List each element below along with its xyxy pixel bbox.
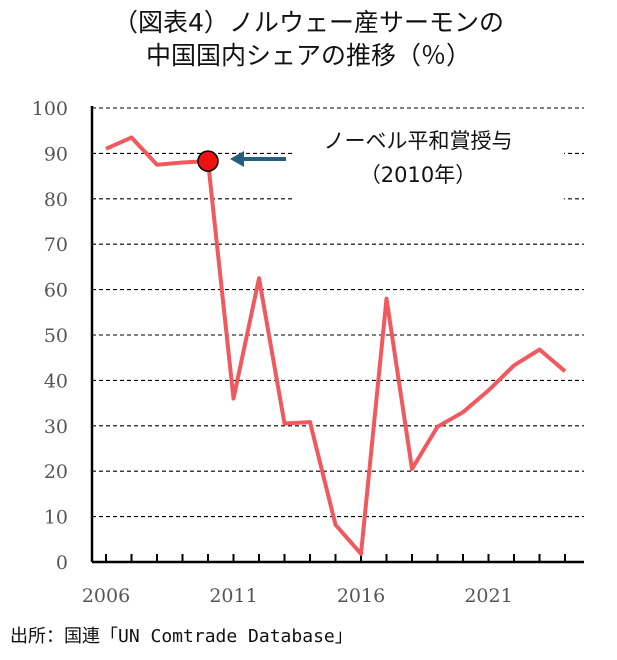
annotation-line-2: （2010年） bbox=[360, 163, 476, 187]
y-axis-tick-labels: 0 10 20 30 40 50 60 70 80 90 100 bbox=[32, 98, 68, 574]
chart-title-line-2: 中国国内シェアの推移（％） bbox=[145, 41, 471, 70]
y-tick-label-60: 60 bbox=[44, 280, 68, 302]
chart-title-line-1: （図表4）ノルウェー産サーモンの bbox=[113, 8, 504, 37]
annotation-background bbox=[292, 120, 564, 202]
source-note: 出所：国連「UN Comtrade Database」 bbox=[10, 626, 353, 647]
series-share bbox=[105, 135, 567, 556]
annotation-arrowhead bbox=[230, 151, 244, 167]
y-tick-label-40: 40 bbox=[44, 370, 68, 392]
highlight-marker-2010 bbox=[197, 150, 219, 172]
annotation-line-1: ノーベル平和賞授与 bbox=[324, 129, 513, 153]
x-tick-label-2011: 2011 bbox=[209, 585, 257, 607]
y-tick-label-80: 80 bbox=[44, 189, 68, 211]
y-tick-label-20: 20 bbox=[44, 461, 68, 483]
y-tick-label-0: 0 bbox=[56, 552, 68, 574]
x-tick-label-2016: 2016 bbox=[337, 585, 385, 607]
y-tick-label-30: 30 bbox=[44, 416, 68, 438]
y-tick-label-50: 50 bbox=[44, 325, 68, 347]
series-line bbox=[105, 135, 567, 556]
chart-title: （図表4）ノルウェー産サーモンの 中国国内シェアの推移（％） bbox=[0, 6, 617, 72]
y-tick-label-90: 90 bbox=[44, 143, 68, 165]
x-axis-tick-labels: 2006 2011 2016 2021 bbox=[82, 585, 513, 607]
axes bbox=[90, 106, 584, 564]
x-tick-label-2021: 2021 bbox=[464, 585, 512, 607]
x-tick-label-2006: 2006 bbox=[82, 585, 130, 607]
y-tick-label-70: 70 bbox=[44, 234, 68, 256]
y-tick-label-100: 100 bbox=[32, 98, 68, 120]
y-tick-label-10: 10 bbox=[44, 507, 68, 529]
